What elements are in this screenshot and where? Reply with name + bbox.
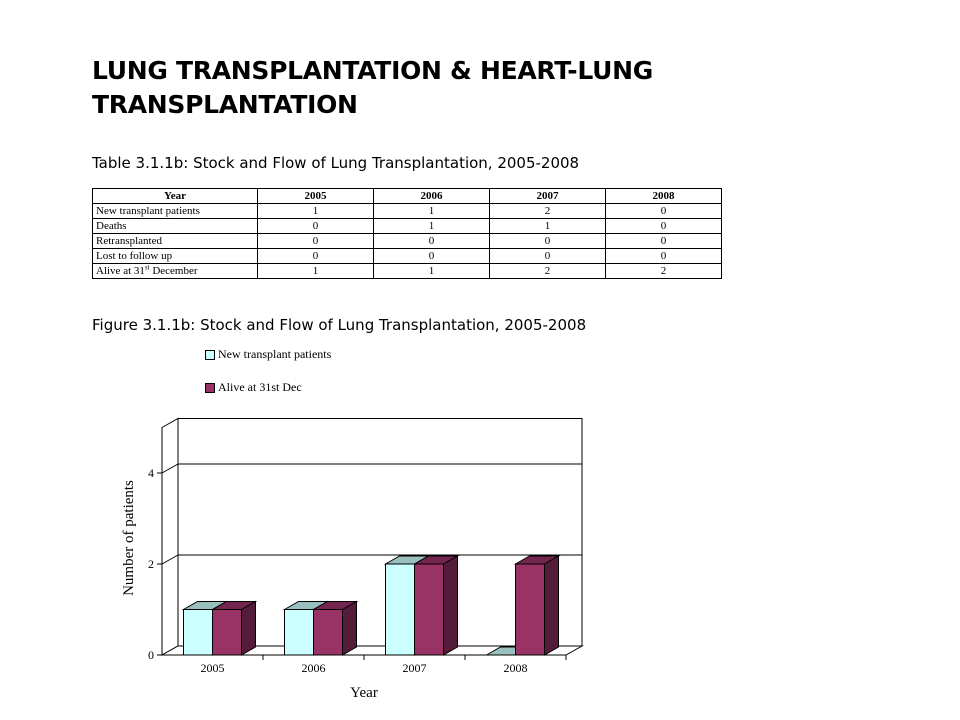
y-axis-title: Number of patients [121, 480, 137, 596]
bar-side [544, 555, 559, 656]
legend-swatch-new-patients [205, 349, 215, 360]
chart-side-wall [161, 417, 179, 656]
bar [515, 563, 545, 656]
table-cell: 2 [489, 263, 606, 279]
legend-item-alive: Alive at 31st Dec [205, 380, 302, 395]
legend-swatch-alive [205, 382, 215, 393]
page-title: LUNG TRANSPLANTATION & HEART-LUNG TRANSP… [92, 56, 653, 119]
x-tick-label: 2007 [403, 661, 427, 675]
x-tick-label: 2006 [302, 661, 326, 675]
bar [385, 563, 415, 656]
y-tick-label: 2 [148, 557, 154, 571]
legend-label-new-patients: New transplant patients [218, 347, 332, 361]
bar [313, 609, 343, 656]
stock-flow-table: Year 2005 2006 2007 2008 New transplant … [92, 188, 722, 279]
gridline-side [161, 554, 179, 565]
table-header-row: Year 2005 2006 2007 2008 [92, 188, 722, 204]
x-tick-label: 2008 [504, 661, 528, 675]
table-row: Retransplanted 0 0 0 0 [92, 233, 722, 249]
header-cell: 2007 [489, 188, 606, 204]
table-row: Alive at 31st December 1 1 2 2 [92, 263, 722, 279]
row-label-main: Alive at 31 [96, 265, 145, 277]
x-tick-label: 2005 [201, 661, 225, 675]
bar [183, 609, 213, 656]
table-caption: Table 3.1.1b: Stock and Flow of Lung Tra… [92, 154, 580, 172]
bar-side [342, 600, 357, 656]
table-row: Lost to follow up 0 0 0 0 [92, 248, 722, 264]
bar-side [443, 555, 458, 656]
y-tick-label: 4 [148, 466, 154, 480]
bar [414, 563, 444, 656]
bar [212, 609, 242, 656]
table-row: New transplant patients 1 1 2 0 [92, 203, 722, 219]
table-cell: 1 [257, 263, 374, 279]
y-tick-label: 0 [148, 648, 154, 662]
table-row: Deaths 0 1 1 0 [92, 218, 722, 234]
row-label: Retransplanted [92, 233, 258, 249]
row-label-sup: st [144, 263, 150, 272]
bar-side [241, 600, 256, 656]
figure-caption: Figure 3.1.1b: Stock and Flow of Lung Tr… [92, 316, 587, 334]
row-label-rest: December [149, 265, 198, 277]
legend-label-alive: Alive at 31st Dec [218, 380, 302, 394]
row-label: Alive at 31st December [92, 263, 258, 279]
bar [284, 609, 314, 656]
row-label: New transplant patients [92, 203, 258, 219]
legend-item-new-patients: New transplant patients [205, 347, 331, 362]
gridline-side [161, 463, 179, 474]
x-axis-title: Year [350, 685, 378, 701]
table-cell: 2 [605, 263, 722, 279]
